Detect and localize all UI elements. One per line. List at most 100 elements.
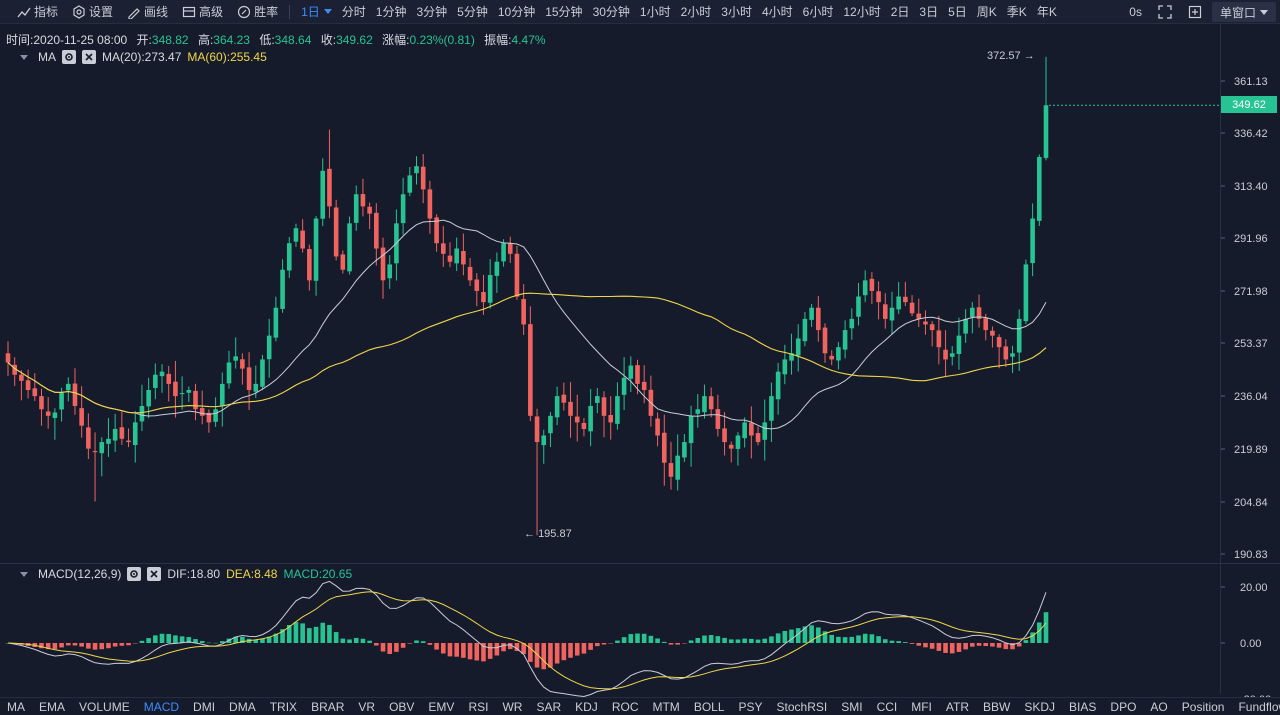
interval-15[interactable]: 3日 <box>914 0 943 24</box>
interval-label: 6小时 <box>802 5 834 19</box>
tab-boll[interactable]: BOLL <box>693 699 725 714</box>
interval-9[interactable]: 2小时 <box>676 0 717 24</box>
tab-obv[interactable]: OBV <box>389 699 415 714</box>
price-axis-label: 236.04 <box>1234 391 1268 403</box>
macd-bar <box>628 634 634 643</box>
tool-win-rate[interactable]: 胜率 <box>230 0 285 24</box>
candle <box>762 399 768 461</box>
tab-brar[interactable]: BRAR <box>311 699 345 714</box>
interval-6[interactable]: 15分钟 <box>540 0 587 24</box>
tab-ema[interactable]: EMA <box>39 699 66 714</box>
interval-16[interactable]: 5日 <box>943 0 972 24</box>
macd-bar <box>929 643 935 649</box>
tab-trix[interactable]: TRIX <box>269 699 298 714</box>
pane-divider[interactable] <box>0 563 1280 564</box>
interval-5[interactable]: 10分钟 <box>493 0 540 24</box>
tab-mtm[interactable]: MTM <box>652 699 680 714</box>
window-mode-dropdown[interactable]: 单窗口 <box>1211 2 1276 22</box>
interval-7[interactable]: 30分钟 <box>588 0 635 24</box>
candle <box>380 237 386 299</box>
macd-chart[interactable]: 20.00 0.00 -20.00 <box>0 565 1280 697</box>
interval-label: 5日 <box>948 5 967 19</box>
ma-close-button[interactable] <box>82 50 96 64</box>
candle <box>45 397 51 429</box>
tab-stochrsi[interactable]: StochRSI <box>776 699 828 714</box>
macd-bar <box>581 643 587 654</box>
tab-ao[interactable]: AO <box>1150 699 1168 714</box>
interval-label: 2小时 <box>680 5 712 19</box>
tab-atr[interactable]: ATR <box>945 699 970 714</box>
tab-volume[interactable]: VOLUME <box>79 699 130 714</box>
tab-rsi[interactable]: RSI <box>468 699 489 714</box>
interval-17[interactable]: 周K <box>972 0 1002 24</box>
tool-draw-line[interactable]: 画线 <box>120 0 175 24</box>
tool-settings[interactable]: 设置 <box>65 0 120 24</box>
tab-smi[interactable]: SMI <box>841 699 863 714</box>
macd-bar <box>528 643 533 662</box>
candle <box>92 432 98 502</box>
tab-vr[interactable]: VR <box>358 699 376 714</box>
macd-settings-button[interactable] <box>127 567 142 581</box>
candle <box>775 362 781 415</box>
screenshot-button[interactable] <box>1182 0 1208 24</box>
tab-wr[interactable]: WR <box>502 699 523 714</box>
interval-3[interactable]: 3分钟 <box>411 0 452 24</box>
candle <box>554 386 560 426</box>
macd-close-button[interactable] <box>147 567 162 581</box>
interval-0[interactable]: 1日 <box>296 0 337 24</box>
tab-macd[interactable]: MACD <box>143 699 180 714</box>
indicator-tabs: MA EMA VOLUME MACD DMI DMA TRIX BRAR VR OBV EMV RSI… <box>0 697 1280 715</box>
chevron-down-icon <box>1260 9 1268 15</box>
interval-14[interactable]: 2日 <box>886 0 915 24</box>
candle <box>501 239 506 267</box>
tab-fundflow[interactable]: Fundflow <box>1238 699 1280 714</box>
interval-label: 周K <box>976 5 997 19</box>
tab-psy[interactable]: PSY <box>738 699 763 714</box>
tab-cci[interactable]: CCI <box>876 699 898 714</box>
tab-bbw[interactable]: BBW <box>983 699 1011 714</box>
macd-bar <box>836 636 841 643</box>
price-axis-label: 336.42 <box>1234 128 1268 140</box>
tab-emv[interactable]: EMV <box>428 699 455 714</box>
open-value: 348.82 <box>151 33 189 47</box>
tab-kdj[interactable]: KDJ <box>575 699 598 714</box>
tab-bias[interactable]: BIAS <box>1069 699 1097 714</box>
window-mode-label: 单窗口 <box>1219 5 1256 20</box>
tab-roc[interactable]: ROC <box>611 699 639 714</box>
interval-10[interactable]: 3小时 <box>716 0 757 24</box>
interval-8[interactable]: 1小时 <box>635 0 676 24</box>
candle <box>159 364 165 393</box>
tab-skdj[interactable]: SKDJ <box>1024 699 1056 714</box>
candle <box>193 383 198 421</box>
interval-label: 3日 <box>919 5 939 19</box>
macd-bar <box>903 642 908 643</box>
ma-settings-button[interactable] <box>62 50 76 64</box>
macd-bar <box>548 643 553 668</box>
fullscreen-button[interactable] <box>1152 0 1178 24</box>
interval-19[interactable]: 年K <box>1032 0 1062 24</box>
collapse-toggle[interactable] <box>20 54 28 60</box>
candle <box>1003 339 1009 367</box>
interval-11[interactable]: 4小时 <box>757 0 798 24</box>
tab-dpo[interactable]: DPO <box>1110 699 1137 714</box>
interval-13[interactable]: 12小时 <box>838 0 885 24</box>
macd-bar <box>668 643 674 645</box>
candle <box>414 156 419 185</box>
tab-sar[interactable]: SAR <box>536 699 562 714</box>
tab-dmi[interactable]: DMI <box>193 699 216 714</box>
interval-18[interactable]: 季K <box>1002 0 1032 24</box>
tool-advanced[interactable]: 高级 <box>175 0 230 24</box>
interval-12[interactable]: 6小时 <box>798 0 839 24</box>
collapse-toggle[interactable] <box>20 571 28 577</box>
tab-mfi[interactable]: MFI <box>911 699 932 714</box>
tool-indicator[interactable]: 指标 <box>10 0 65 24</box>
tab-dma[interactable]: DMA <box>229 699 256 714</box>
tab-ma[interactable]: MA <box>7 699 25 714</box>
macd-bar <box>387 643 393 654</box>
interval-1[interactable]: 分时 <box>337 0 371 24</box>
candlestick-chart[interactable]: 361.13 336.42 313.40 291.96 271.98 253.37 236.… <box>0 48 1280 563</box>
tab-position[interactable]: Position <box>1181 699 1225 714</box>
candle <box>65 377 71 402</box>
interval-2[interactable]: 1分钟 <box>371 0 412 24</box>
interval-4[interactable]: 5分钟 <box>452 0 493 24</box>
